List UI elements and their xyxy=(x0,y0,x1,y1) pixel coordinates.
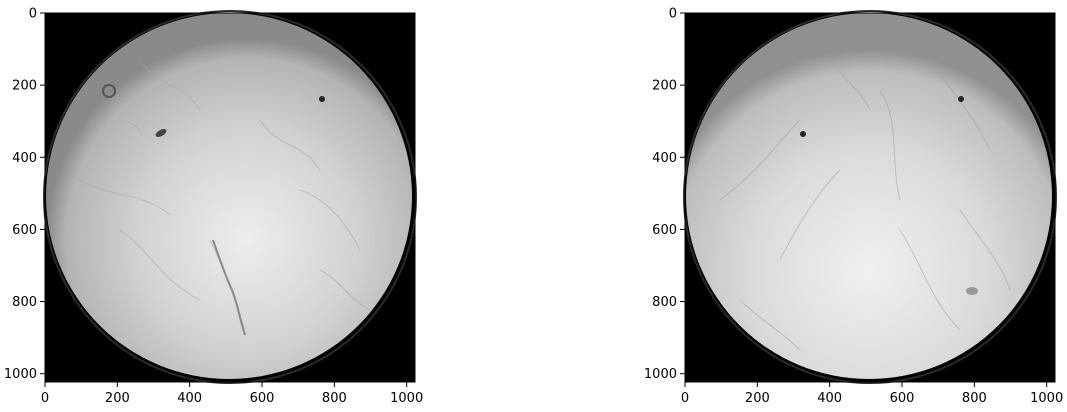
y-tick-label: 200 xyxy=(652,79,677,94)
x-tick-label: 600 xyxy=(250,391,275,406)
x-tick-label: 1000 xyxy=(390,391,423,406)
dark-spot xyxy=(958,96,964,102)
outer-ring xyxy=(683,10,1057,384)
y-tick-label: 0 xyxy=(29,7,37,22)
disk-texture xyxy=(69,59,371,331)
y-tick-label: 1000 xyxy=(644,367,677,382)
y-tick-label: 800 xyxy=(652,295,677,310)
x-tick-label: 0 xyxy=(41,391,49,406)
outer-ring xyxy=(43,10,417,384)
y-tick-label: 200 xyxy=(12,79,37,94)
right-axes: 0 200 400 600 800 1000 0 200 400 600 800 1000 xyxy=(644,7,1063,407)
x-tick-label: 0 xyxy=(681,391,689,406)
x-tick-label: 1000 xyxy=(1030,391,1063,406)
ring-spot xyxy=(102,84,116,98)
crack-feature xyxy=(212,239,246,336)
dark-spot xyxy=(319,96,325,102)
x-tick-label: 200 xyxy=(745,391,770,406)
left-axes: 0 200 400 600 800 1000 0 200 400 600 800 1000 xyxy=(4,7,423,407)
y-tick-label: 0 xyxy=(669,7,677,22)
smudge xyxy=(966,287,978,295)
bright-disk xyxy=(686,13,1052,379)
y-tick-label: 600 xyxy=(12,223,37,238)
x-tick-label: 400 xyxy=(177,391,202,406)
y-tick-label: 800 xyxy=(12,295,37,310)
dark-spot xyxy=(155,129,167,137)
x-tick-label: 600 xyxy=(890,391,915,406)
y-tick-label: 400 xyxy=(12,151,37,166)
axes-frame xyxy=(684,12,1056,383)
dark-spot xyxy=(800,131,806,137)
y-tick-label: 400 xyxy=(652,151,677,166)
x-tick-label: 400 xyxy=(817,391,842,406)
axes-frame xyxy=(44,12,416,383)
x-tick-label: 800 xyxy=(962,391,987,406)
y-tick-label: 1000 xyxy=(4,367,37,382)
bright-disk xyxy=(46,13,412,379)
y-tick-label: 600 xyxy=(652,223,677,238)
right-image-panel xyxy=(683,10,1057,384)
x-tick-label: 200 xyxy=(105,391,130,406)
left-image-panel xyxy=(43,10,417,384)
x-tick-label: 800 xyxy=(322,391,347,406)
